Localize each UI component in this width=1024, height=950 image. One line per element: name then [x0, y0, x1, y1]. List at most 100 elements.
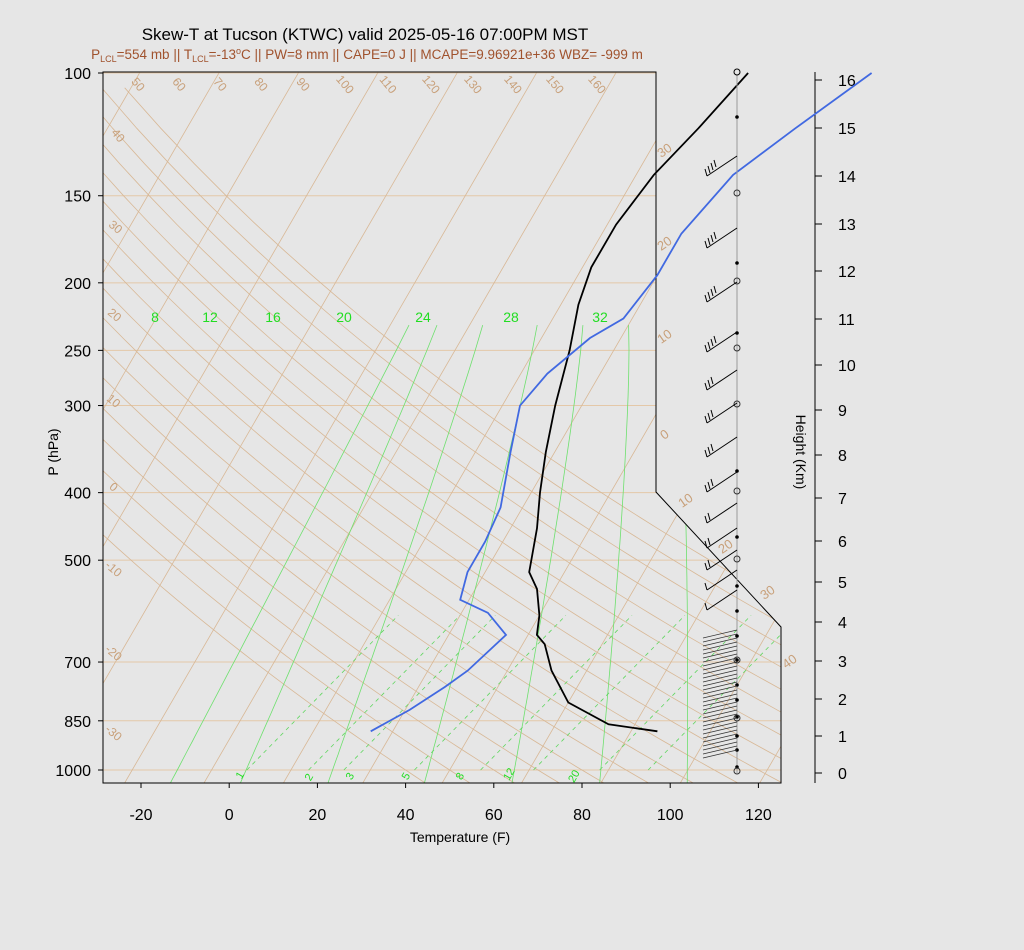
wind-barb-flag: [707, 291, 711, 300]
isotherm-label-left: 30: [106, 217, 125, 237]
wind-barb-low: [702, 637, 738, 647]
wind-barb-low: [702, 749, 738, 759]
wind-barb-flag: [710, 443, 714, 452]
x-tick-label: -20: [129, 807, 152, 824]
subtitle-p-sub: LCL: [100, 54, 117, 64]
wind-barb: [706, 471, 738, 493]
isotherm-label-right: 20: [654, 233, 674, 254]
mixing-ratio-label-top: 20: [336, 309, 352, 325]
wind-level-dot: [735, 469, 739, 473]
isotherm-line: [103, 72, 238, 783]
wind-level-dot: [735, 584, 739, 588]
wind-barb-flag: [707, 512, 711, 521]
dry-adiabat-label: 140: [501, 72, 525, 97]
mixing-ratio-label-bottom: 2: [303, 772, 316, 783]
wind-barb-flag: [713, 335, 717, 344]
height-tick-label: 0: [838, 766, 847, 783]
dry-adiabat: [103, 87, 781, 783]
x-tick-label: 40: [397, 807, 415, 824]
x-tick-label: 120: [745, 807, 772, 824]
isotherm-label-right: 30: [757, 582, 777, 603]
moist-adiabat: [239, 324, 438, 783]
isotherm-label-right: 20: [715, 536, 735, 557]
p-tick-label: 500: [64, 553, 91, 570]
p-tick-label: 150: [64, 189, 91, 206]
dry-adiabat: [103, 87, 518, 783]
wind-barb-flag: [704, 540, 708, 549]
wind-barb-flag: [707, 412, 711, 421]
wind-barb: [706, 402, 738, 424]
height-tick-label: 11: [838, 312, 855, 329]
wind-barb-flag: [704, 515, 708, 524]
wind-barb: [706, 549, 738, 571]
wind-barb-low: [702, 725, 738, 735]
mixing-ratio-label-top: 8: [151, 309, 159, 325]
dry-adiabat: [103, 87, 781, 783]
wind-barb-low: [702, 701, 738, 711]
moist-adiabat: [673, 325, 688, 783]
height-tick-label: 8: [838, 448, 847, 465]
isotherm-label-left: 20: [105, 305, 124, 325]
wind-barb-low: [702, 721, 738, 731]
isotherm-label-right: 0: [657, 426, 672, 442]
subtitle-t-sup: o: [236, 46, 241, 56]
wind-barb: [706, 569, 738, 591]
wind-barb-flag: [704, 562, 708, 571]
wind-barb-low: [702, 733, 738, 743]
isotherm-line: [838, 41, 1024, 785]
isotherm-label-right: 30: [654, 140, 674, 161]
moist-adiabat: [327, 324, 484, 783]
plot-inner: [103, 41, 1024, 785]
dry-adiabat: [103, 87, 742, 783]
wind-barb-flag: [704, 484, 708, 493]
wind-barb-flag: [713, 231, 717, 240]
wind-barb-flag: [707, 559, 711, 568]
isotherm-label-left: -10: [102, 558, 125, 580]
wind-barb-flag: [710, 234, 714, 243]
height-tick-label: 12: [838, 264, 856, 281]
wind-level-dot: [735, 261, 739, 265]
wind-level-circle: [733, 400, 741, 408]
wind-level-circle: [733, 714, 741, 722]
wind-barb-flag: [704, 449, 708, 458]
wind-barb-flag: [710, 288, 714, 297]
wind-barb-flag: [704, 240, 708, 249]
wind-barb-flag: [704, 344, 708, 353]
dry-adiabat: [103, 87, 608, 783]
mixing-ratio-label-bottom: 1: [234, 770, 247, 781]
wind-barb-flag: [707, 481, 711, 490]
mixing-ratio-line: [533, 615, 686, 771]
y-axis-label: P (hPa): [45, 428, 61, 475]
height-tick-label: 13: [838, 217, 856, 234]
plot-border: [102, 71, 782, 784]
wind-barb-flag: [710, 409, 714, 418]
wind-barb-low: [702, 629, 738, 639]
wind-barb-low: [702, 745, 738, 755]
dry-adiabat: [103, 87, 697, 783]
p-tick-label: 250: [64, 343, 91, 360]
isotherm-line: [758, 72, 781, 783]
wind-barb-low: [702, 709, 738, 719]
wind-level-dot: [735, 734, 739, 738]
wind-barb-low: [702, 685, 738, 695]
p-tick-label: 400: [64, 486, 91, 503]
wind-barb-low: [702, 705, 738, 715]
wind-barb-flag: [704, 582, 708, 591]
chart-subtitle: PLCL=554 mb || TLCL=-13oC || PW=8 mm || …: [91, 46, 643, 64]
chart-title: Skew-T at Tucson (KTWC) valid 2025-05-16…: [142, 25, 589, 44]
wind-barb: [706, 155, 738, 177]
wind-level-marker: [733, 68, 741, 76]
height-tick-label: 3: [838, 654, 847, 671]
p-tick-label: 100: [64, 66, 91, 83]
x-tick-label: 60: [485, 807, 503, 824]
isotherm-label-right: 10: [675, 490, 695, 511]
isotherm-line: [123, 72, 556, 783]
x-tick-label: 80: [573, 807, 591, 824]
dry-adiabat: [103, 87, 781, 783]
wind-barb-low: [702, 673, 738, 683]
isotherm-line: [282, 72, 715, 783]
wind-barb-flag: [710, 478, 714, 487]
moist-adiabat: [720, 324, 781, 783]
